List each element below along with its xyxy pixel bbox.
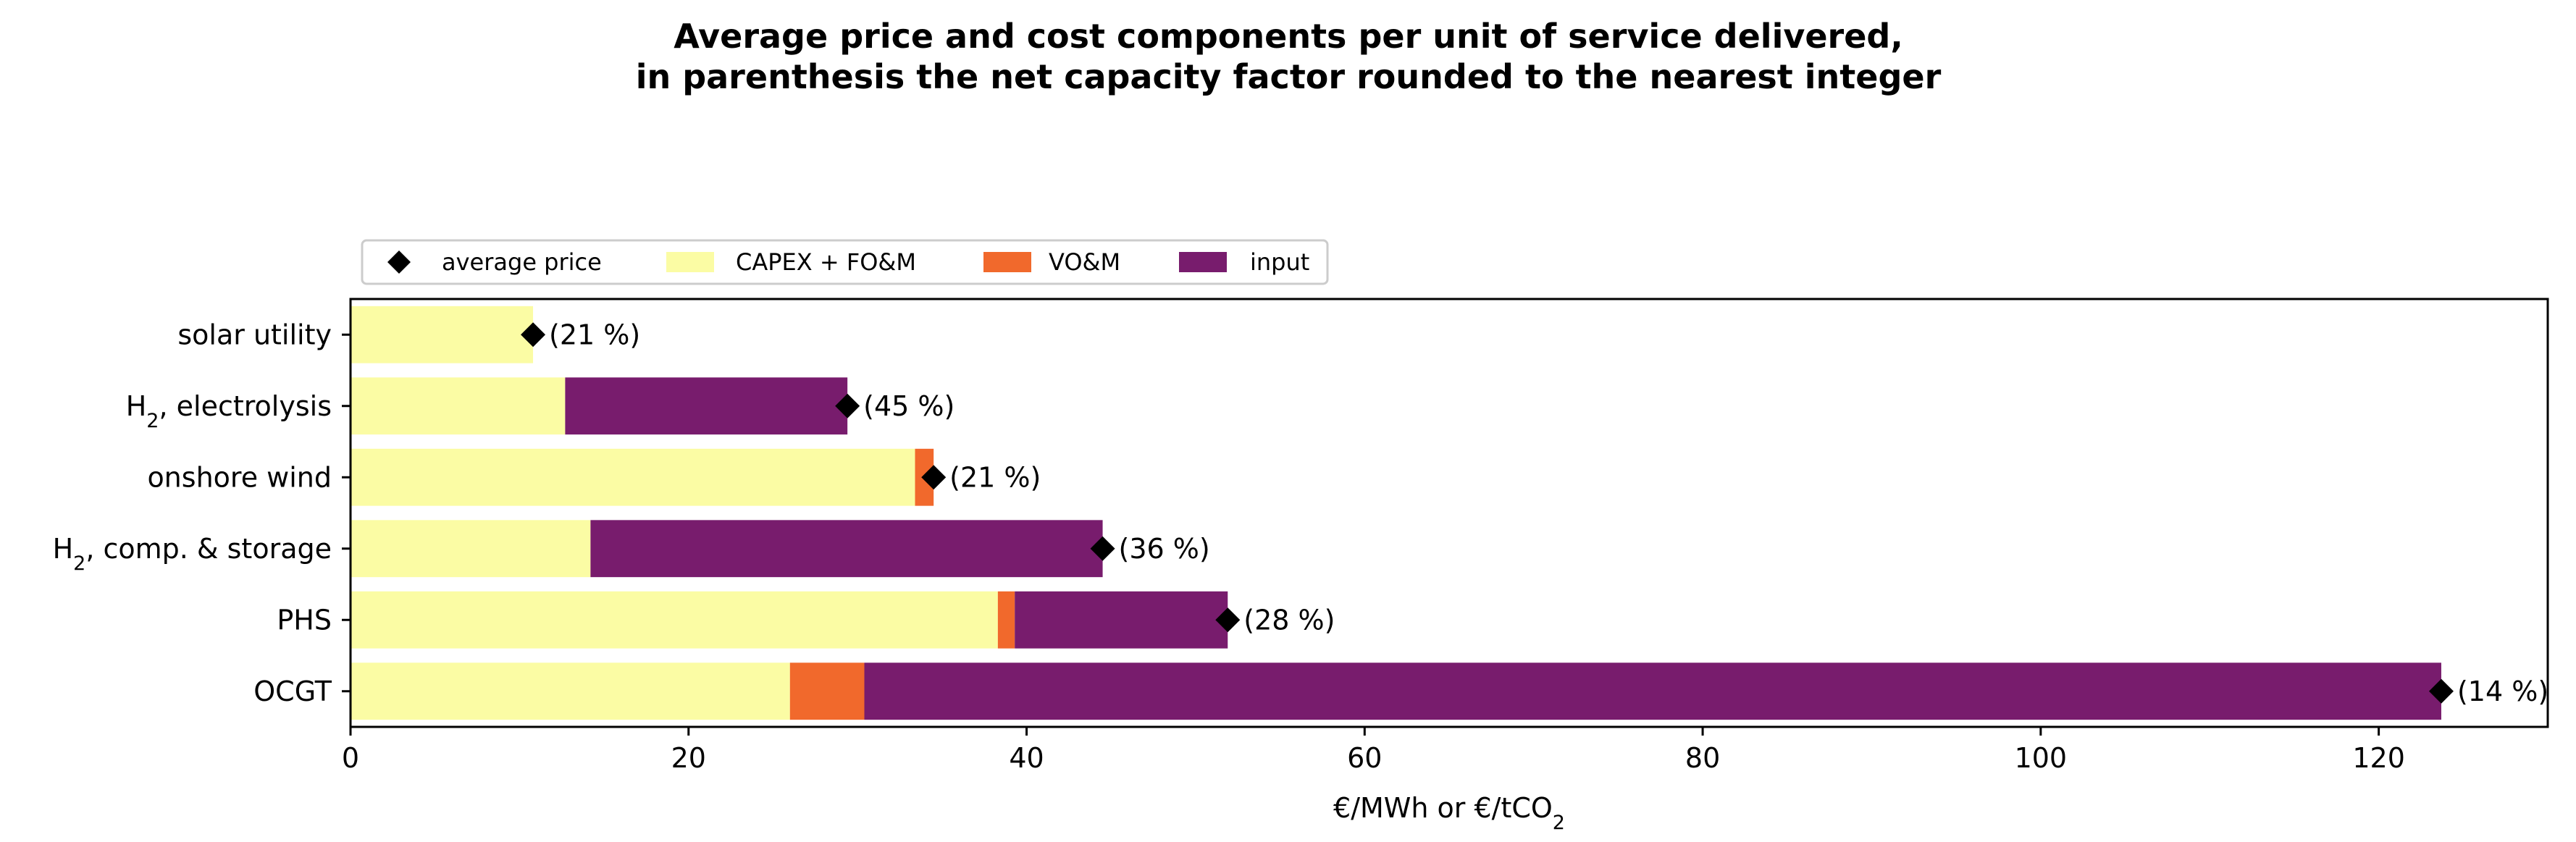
category-label: H2, electrolysis [126, 390, 332, 432]
category-labels: solar utility H2, electrolysis onshore win… [53, 319, 351, 707]
bar-segment [351, 306, 534, 363]
chart-title-line: Average price and cost components per un… [674, 17, 1903, 56]
capacity-factor-label: (36 %) [1119, 533, 1210, 565]
bar-segment [590, 520, 1103, 578]
bar-segment [351, 377, 566, 435]
plot-frame [349, 298, 2549, 728]
bar-segment [864, 662, 2441, 720]
legend-swatch [983, 252, 1031, 272]
x-tick-label: 0 [342, 742, 359, 774]
legend-box [361, 239, 1329, 285]
x-tick-label: 120 [2352, 742, 2405, 774]
bar-segment [351, 662, 790, 720]
legend-marker-average-price [387, 251, 411, 274]
x-axis: 0 20 40 60 80 100 120 €/MWh or €/tCO2 [342, 727, 2405, 834]
category-label: OCGT [253, 675, 332, 707]
bar-segment [1015, 591, 1228, 649]
category-label: PHS [277, 604, 332, 636]
legend: average price CAPEX + FO&M VO&M input [361, 239, 1329, 285]
legend-label: CAPEX + FO&M [736, 248, 916, 276]
x-tick-label: 80 [1685, 742, 1720, 774]
capacity-factor-label: (28 %) [1243, 604, 1335, 636]
capacity-factor-label: (45 %) [863, 390, 955, 422]
average-price-marker [521, 322, 546, 348]
category-label: solar utility [177, 319, 332, 350]
bars [351, 306, 2441, 720]
average-price-marker [2428, 678, 2454, 704]
bar-segment [997, 591, 1015, 649]
x-tick-label: 60 [1347, 742, 1382, 774]
category-label: H2, comp. & storage [53, 533, 332, 575]
average-price-marker [1215, 607, 1241, 633]
x-tick-label: 40 [1009, 742, 1044, 774]
legend-swatch [666, 252, 714, 272]
average-price-marker [1090, 536, 1115, 561]
x-tick-label: 20 [671, 742, 706, 774]
x-tick-label: 100 [2015, 742, 2068, 774]
legend-label: VO&M [1049, 248, 1120, 276]
legend-label: average price [442, 248, 602, 276]
bar-segment [351, 448, 915, 506]
average-price-marker [921, 465, 947, 490]
average-price-markers [521, 322, 2454, 704]
legend-label: input [1250, 248, 1309, 276]
bar-segment [565, 377, 848, 435]
capacity-factor-label: (21 %) [949, 461, 1041, 493]
chart-title: Average price and cost components per un… [636, 17, 1942, 96]
capacity-factor-label: (14 %) [2457, 675, 2548, 707]
x-axis-label: €/MWh or €/tCO2 [1333, 792, 1565, 834]
category-label: onshore wind [147, 461, 332, 493]
bar-segment [351, 520, 591, 578]
bar-segment [351, 591, 998, 649]
capacity-factor-label: (21 %) [549, 319, 640, 350]
legend-swatch [1179, 252, 1227, 272]
chart-title-line: in parenthesis the net capacity factor r… [636, 57, 1942, 96]
capacity-factor-labels: (21 %) (45 %) (21 %) (36 %) (28 %) (14 %) [549, 319, 2548, 707]
average-price-marker [835, 393, 860, 418]
bar-segment [789, 662, 865, 720]
